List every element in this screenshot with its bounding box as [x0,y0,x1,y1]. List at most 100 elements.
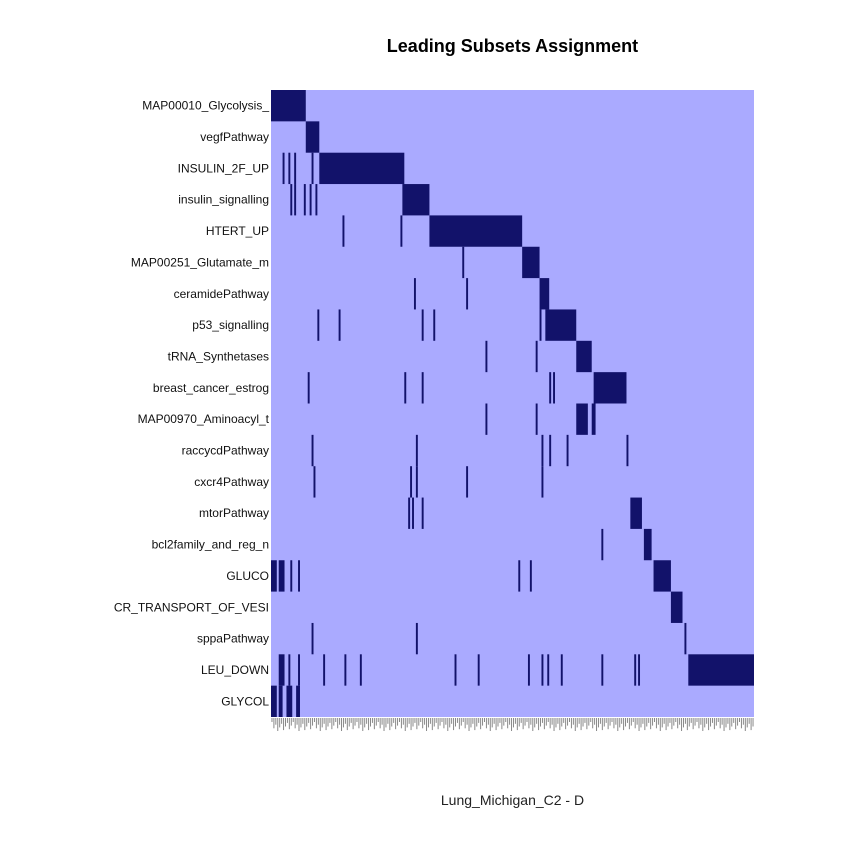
heatmap-cell [415,622,418,655]
chart-title: Leading Subsets Assignment [386,36,639,56]
heatmap-cell [410,466,413,498]
heatmap-cell [296,685,300,717]
heatmap-cell [576,340,592,373]
row-label: HTERT_UP [206,224,269,238]
x-axis-label: Lung_Michigan_C2 - D [440,792,585,808]
heatmap-cell [404,372,407,404]
heatmap-cell [400,215,403,247]
heatmap-cell [307,372,310,404]
heatmap-cell [309,184,312,216]
heatmap-cell [466,278,469,310]
heatmap-cell [576,403,588,435]
heatmap-cell [278,654,285,686]
heatmap-cell [630,497,642,529]
heatmap-cell [288,152,291,185]
heatmap-cell [527,654,530,686]
row-label: bcl2family_and_reg_n [152,538,269,552]
row-label: GLUCO [226,569,269,583]
heatmap-cell [634,654,637,686]
heatmap-cell [549,372,552,404]
heatmap-cell [547,654,550,686]
heatmap-cell [278,560,285,592]
row-label: LEU_DOWN [201,663,269,677]
row-label: cxcr4Pathway [194,475,269,489]
heatmap-cell [477,654,480,686]
heatmap-cells [271,90,754,717]
heatmap-cell [298,560,300,592]
heatmap-cell [549,434,552,467]
heatmap-cell [539,309,542,341]
row-label: MAP00010_Glycolysis_ [142,99,269,113]
heatmap-cell [601,528,604,561]
heatmap-cell [338,309,341,341]
heatmap-cell [317,309,320,341]
row-label: MAP00970_Aminoacyl_t [138,412,270,426]
heatmap-cell [415,434,418,467]
row-label: INSULIN_2F_UP [178,161,269,175]
heatmap-cell [638,654,641,686]
heatmap-cell [271,560,277,592]
row-label: breast_cancer_estrog [153,381,269,395]
heatmap-cell [359,654,362,686]
heatmap-cell [462,246,465,279]
heatmap-cell [535,340,538,373]
gene-tick-rug [271,718,754,731]
row-label: p53_signalling [192,318,269,332]
heatmap-cell [539,278,550,310]
heatmap-cell [421,309,424,341]
row-label: sppaPathway [197,632,269,646]
row-label: mtorPathway [199,506,269,520]
heatmap-cell [566,434,569,467]
heatmap-cell [541,654,544,686]
heatmap-cell [298,654,300,686]
heatmap-cell [593,372,627,404]
heatmap-cell [402,184,430,216]
heatmap-cell [454,654,457,686]
heatmap-cell [529,560,532,592]
heatmap-cell [294,184,297,216]
row-label: raccycdPathway [182,444,269,458]
heatmap-cell [553,372,555,404]
heatmap-cell [315,184,318,216]
row-label: CR_TRANSPORT_OF_VESI [114,600,269,614]
heatmap-cell [413,278,416,310]
heatmap-cell [535,403,538,435]
heatmap-cell [670,591,683,623]
heatmap-cell [408,497,411,529]
heatmap-cell [541,434,544,467]
heatmap-cell [485,403,488,435]
heatmap-cell [303,184,306,216]
heatmap-cell [466,466,469,498]
heatmap-cell [288,654,291,686]
heatmap-cell [643,528,652,561]
heatmap-cell [541,466,544,498]
heatmap-cell [290,560,293,592]
heatmap-cell [282,152,285,185]
heatmap-cell [429,215,523,247]
heatmap-cell [290,184,293,216]
heatmap-cell [271,685,277,717]
heatmap-cell [485,340,488,373]
heatmap-cell [653,560,671,592]
heatmap-cell [323,654,326,686]
row-labels: MAP00010_Glycolysis_ vegfPathway INSULIN_2… [114,99,270,709]
row-label: vegfPathway [200,130,269,144]
heatmap-cell [342,215,345,247]
row-label: tRNA_Synthetases [168,349,269,363]
heatmap-cell [286,685,293,717]
heatmap-cell [518,560,521,592]
heatmap-cell [684,622,687,655]
heatmap-cell [626,434,629,467]
heatmap-cell [412,497,414,529]
heatmap-cell [591,403,596,435]
heatmap-cell [560,654,563,686]
heatmap-cell [688,654,754,686]
heatmap-cell [311,434,314,467]
heatmap-cell [545,309,577,341]
heatmap-cell [311,622,314,655]
heatmap-cell [415,466,418,498]
heatmap-cell [319,152,405,185]
heatmap-cell [311,152,314,185]
heatmap-cell [271,90,306,122]
